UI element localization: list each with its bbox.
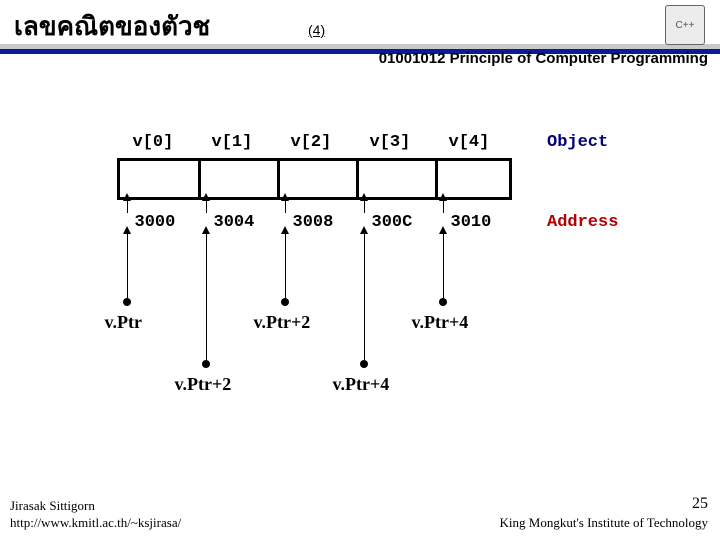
course-code: 01001012 Principle of Computer Programmi…	[379, 50, 708, 67]
pointer-arrow	[443, 233, 444, 298]
address-arrow	[127, 200, 128, 213]
pointer-arrow	[285, 233, 286, 298]
pointer-label: v.Ptr+2	[175, 374, 232, 395]
address-arrow	[443, 200, 444, 213]
pointer-arrow	[206, 233, 207, 360]
array-cells	[117, 158, 512, 200]
page-number: 25	[500, 494, 708, 515]
pointer-dot	[281, 298, 289, 306]
address-arrow	[285, 200, 286, 213]
array-address: 300C	[372, 213, 413, 232]
address-arrow	[364, 200, 365, 213]
pointer-dot	[439, 298, 447, 306]
pointer-label: v.Ptr+4	[333, 374, 390, 395]
pointer-arrow	[364, 233, 365, 360]
array-index: v[0]	[133, 133, 174, 152]
array-index: v[3]	[370, 133, 411, 152]
footer-left: Jirasak Sittigorn http://www.kmitl.ac.th…	[10, 498, 181, 532]
array-address: 3000	[135, 213, 176, 232]
pointer-label: v.Ptr+2	[254, 312, 311, 333]
pointer-label: v.Ptr+4	[412, 312, 469, 333]
pointer-dot	[360, 360, 368, 368]
array-index: v[2]	[291, 133, 332, 152]
cpp-logo: C++	[665, 5, 705, 45]
pointer-dot	[123, 298, 131, 306]
slide-seq: (4)	[308, 22, 325, 38]
pointer-dot	[202, 360, 210, 368]
pointer-arrow	[127, 233, 128, 298]
footer-right: 25 King Mongkut's Institute of Technolog…	[500, 494, 708, 532]
array-address: 3004	[214, 213, 255, 232]
object-label: Object	[547, 133, 608, 152]
slide-title: เลขคณิตของตัวช	[14, 6, 210, 47]
array-address: 3010	[451, 213, 492, 232]
institute: King Mongkut's Institute of Technology	[500, 515, 708, 532]
address-label: Address	[547, 213, 618, 232]
array-index: v[4]	[449, 133, 490, 152]
address-arrow	[206, 200, 207, 213]
pointer-label: v.Ptr	[105, 312, 143, 333]
author-url: http://www.kmitl.ac.th/~ksjirasa/	[10, 515, 181, 532]
author-name: Jirasak Sittigorn	[10, 498, 181, 515]
array-address: 3008	[293, 213, 334, 232]
array-index: v[1]	[212, 133, 253, 152]
